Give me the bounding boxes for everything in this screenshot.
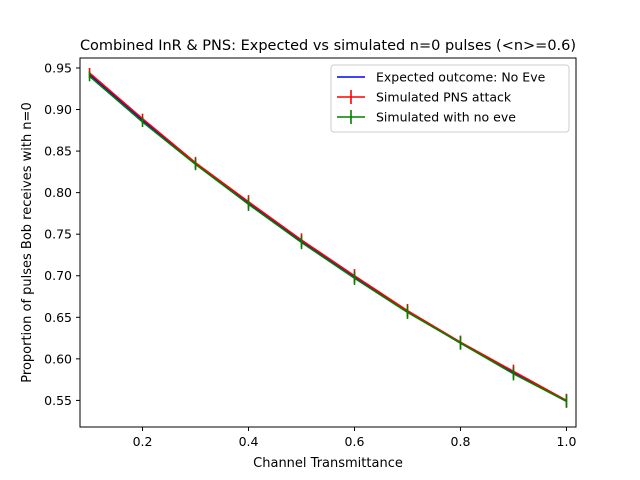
legend-label: Expected outcome: No Eve <box>376 70 546 85</box>
y-tick-label: 0.85 <box>44 144 72 159</box>
series-line-3 <box>89 75 567 402</box>
x-tick-label: 1.0 <box>557 434 577 449</box>
legend-box <box>330 64 570 133</box>
y-tick-label: 0.75 <box>44 227 72 242</box>
y-axis-label: Proportion of pulses Bob receives with n… <box>20 102 35 382</box>
x-tick-label: 0.4 <box>239 434 259 449</box>
legend-item-1: Expected outcome: No Eve <box>337 70 546 85</box>
y-tick-label: 0.65 <box>44 310 72 325</box>
y-tick-label: 0.80 <box>44 185 72 200</box>
chart-title: Combined InR & PNS: Expected vs simulate… <box>80 38 576 54</box>
plot-frame <box>79 57 577 428</box>
x-tick-label: 0.6 <box>345 434 365 449</box>
y-axis: 0.55 0.60 0.65 0.70 0.75 0.80 0.85 0.90 0.95 <box>44 60 80 408</box>
legend-item-2: Simulated PNS attack <box>337 90 512 105</box>
plot-series <box>88 67 568 408</box>
y-tick-label: 0.70 <box>44 268 72 283</box>
legend-label: Simulated with no eve <box>376 110 516 125</box>
legend: Expected outcome: No Eve Simulated PNS at… <box>330 64 570 133</box>
y-tick-label: 0.95 <box>44 60 72 75</box>
x-tick-label: 0.2 <box>133 434 153 449</box>
x-axis: 0.2 0.4 0.6 0.8 1.0 <box>133 427 577 449</box>
y-tick-label: 0.55 <box>44 393 72 408</box>
x-axis-label: Channel Transmittance <box>253 456 403 471</box>
x-tick-label: 0.8 <box>451 434 471 449</box>
legend-item-3: Simulated with no eve <box>337 110 516 125</box>
series-line-2 <box>89 72 567 402</box>
legend-label: Simulated PNS attack <box>376 90 512 105</box>
y-tick-label: 0.60 <box>44 351 72 366</box>
y-tick-label: 0.90 <box>44 102 72 117</box>
